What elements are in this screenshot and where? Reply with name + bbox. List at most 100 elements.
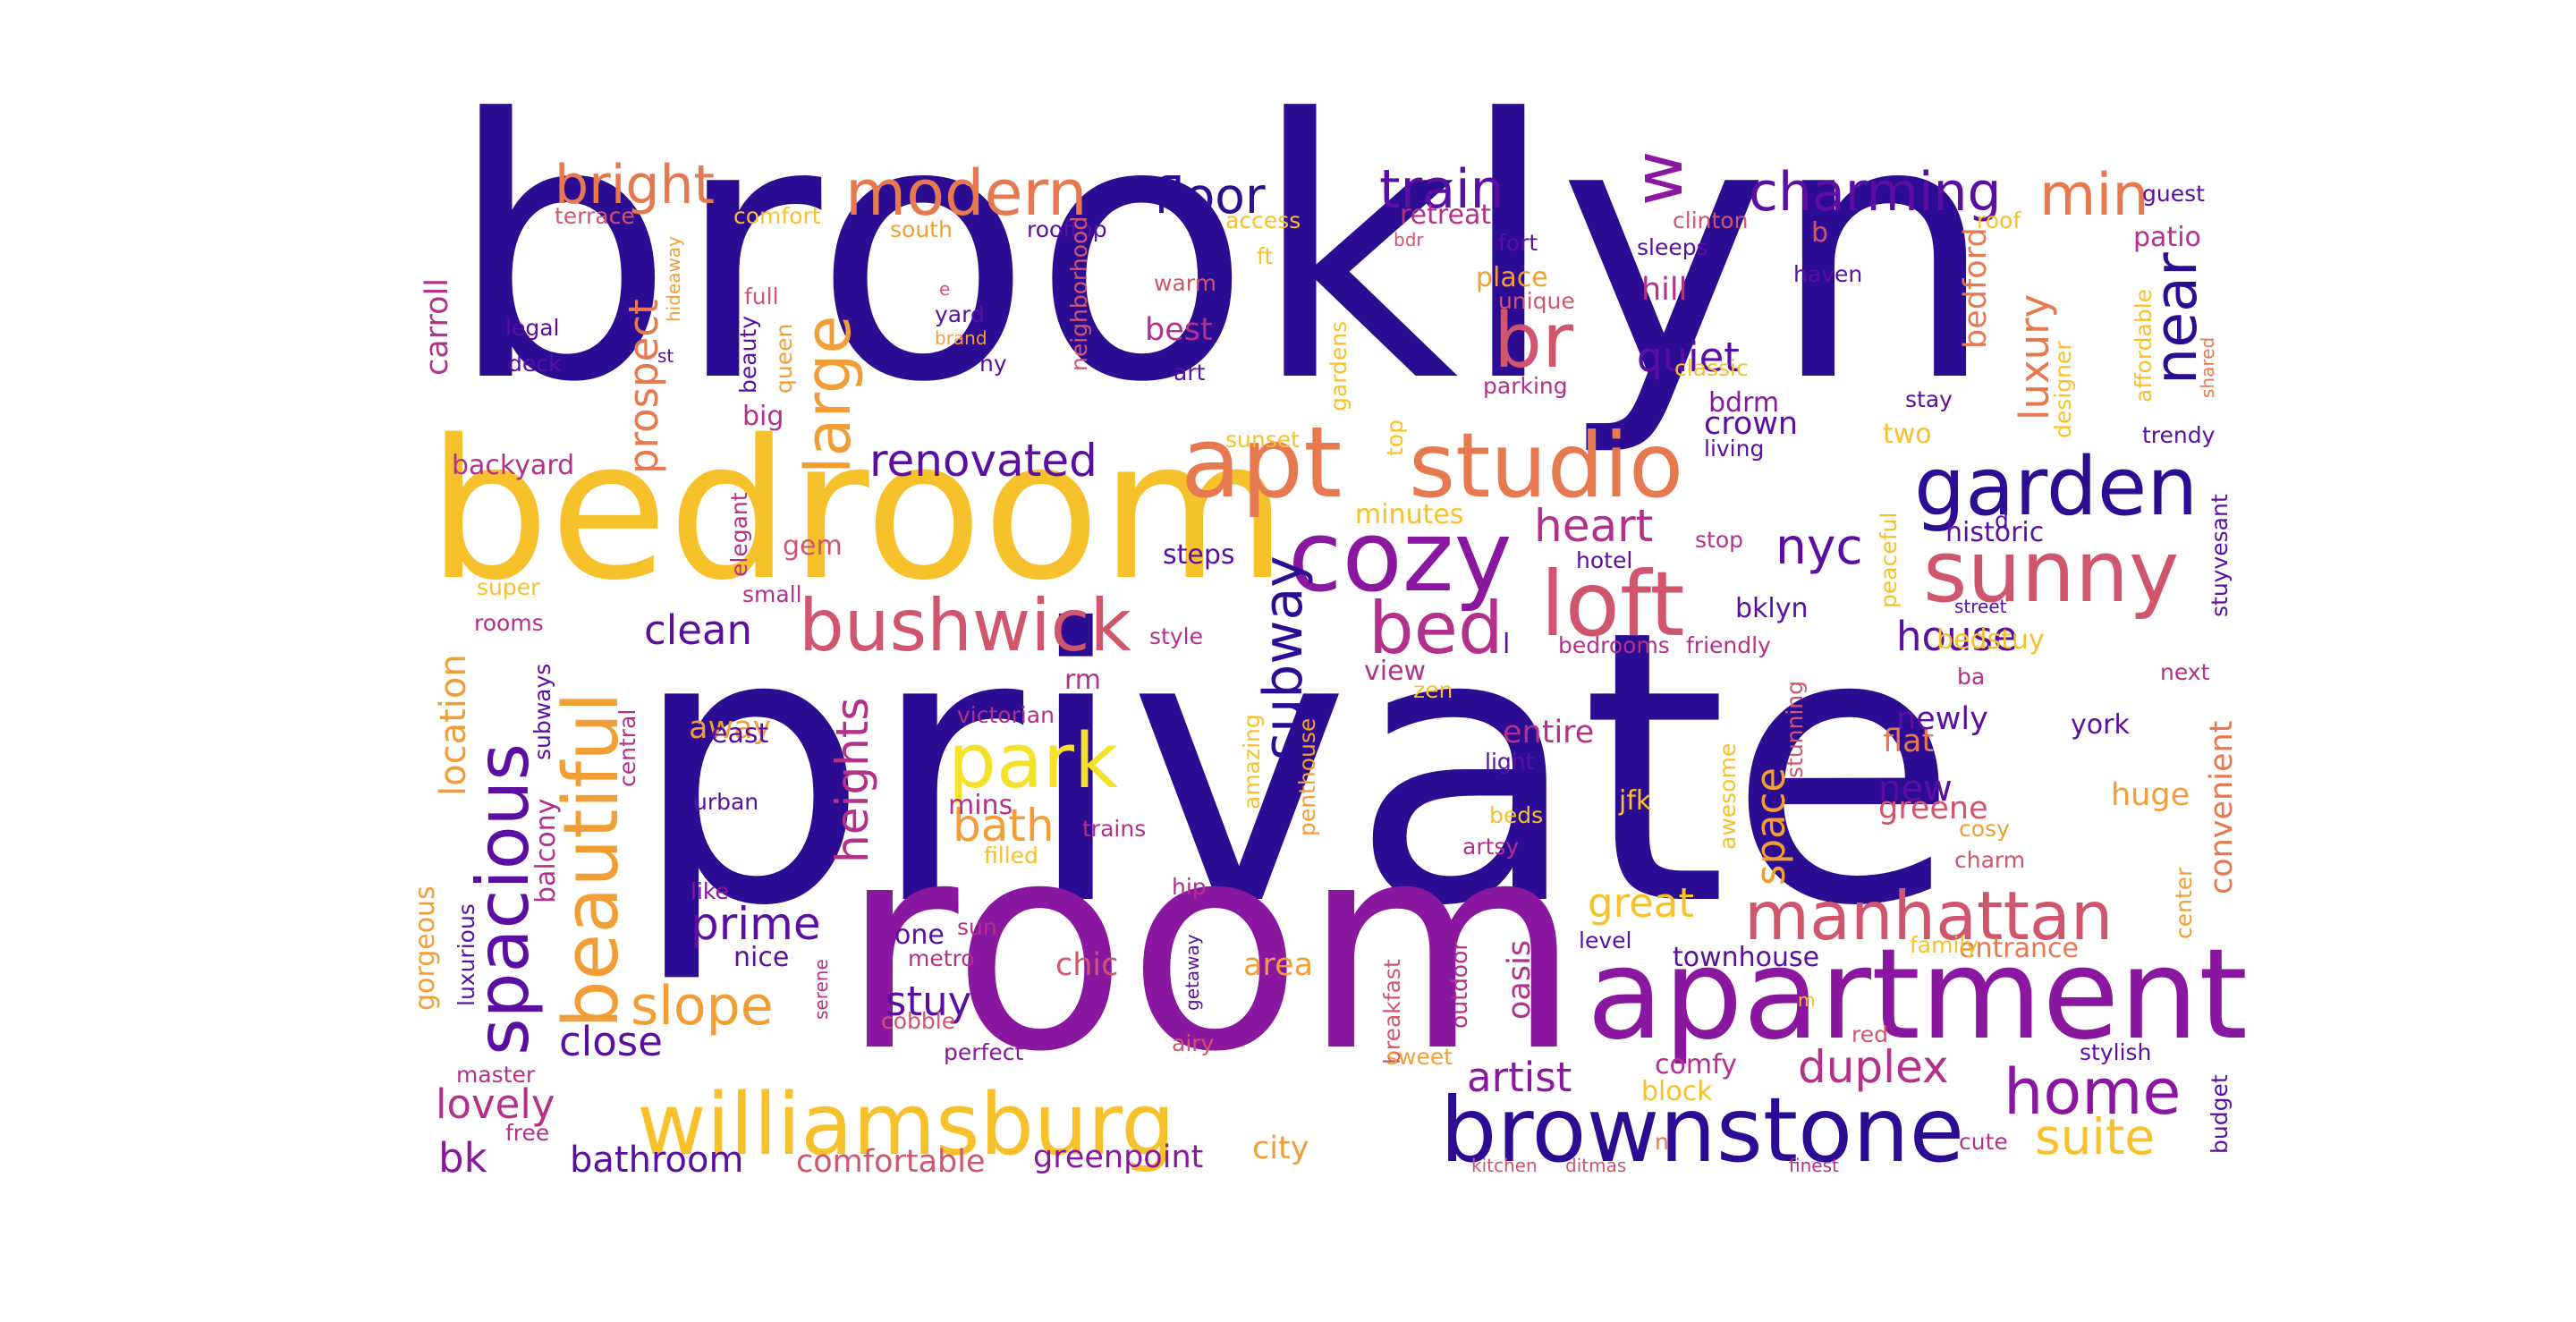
- word-family: family: [1910, 932, 1979, 958]
- word-small: small: [742, 581, 802, 607]
- word-ny: ny: [979, 351, 1007, 377]
- word-bath: bath: [953, 800, 1055, 852]
- word-deck: deck: [508, 351, 562, 377]
- word-terrace: terrace: [555, 203, 635, 229]
- word-yard: yard: [935, 301, 985, 327]
- word-huge: huge: [2111, 777, 2190, 813]
- word-nyc: nyc: [1775, 518, 1863, 575]
- word-spacious: spacious: [462, 743, 545, 1055]
- word-rooms: rooms: [474, 610, 544, 636]
- word-great: great: [1588, 879, 1694, 927]
- word-room: room: [841, 782, 1581, 1114]
- word-affordable: affordable: [2131, 289, 2157, 403]
- word-gorgeous: gorgeous: [410, 886, 441, 1011]
- word-place: place: [1476, 262, 1548, 293]
- word-ft: ft: [1257, 243, 1273, 269]
- word-clinton: clinton: [1673, 208, 1748, 233]
- word-rm: rm: [1064, 665, 1101, 696]
- word-access: access: [1225, 208, 1301, 233]
- word-lovely: lovely: [436, 1080, 555, 1128]
- word-free: free: [505, 1120, 549, 1146]
- word-home: home: [2004, 1055, 2181, 1129]
- word-victorian: victorian: [957, 702, 1055, 728]
- word-kitchen: kitchen: [1471, 1155, 1538, 1176]
- word-designer: designer: [2050, 341, 2076, 438]
- word-backyard: backyard: [452, 450, 574, 481]
- word-duplex: duplex: [1798, 1041, 1949, 1093]
- word-st: st: [657, 345, 674, 367]
- word-breakfast: breakfast: [1379, 959, 1405, 1064]
- word-chic: chic: [1055, 947, 1118, 983]
- word-block: block: [1641, 1076, 1713, 1107]
- word-hideaway: hideaway: [663, 236, 684, 322]
- word-living: living: [1704, 436, 1764, 462]
- word-greenpoint: greenpoint: [1033, 1140, 1203, 1175]
- word-studio: studio: [1409, 413, 1683, 518]
- word-garden: garden: [1914, 440, 2198, 534]
- word-haven: haven: [1793, 261, 1862, 287]
- word-carroll: carroll: [419, 278, 455, 376]
- word-patio: patio: [2133, 222, 2201, 253]
- word-hill: hill: [1641, 272, 1687, 308]
- word-best: best: [1145, 312, 1213, 348]
- word-jfk: jfk: [1618, 785, 1652, 817]
- word-private: private: [631, 551, 1959, 988]
- word-two: two: [1883, 419, 1932, 450]
- word-rooftop: rooftop: [1027, 216, 1107, 242]
- word-away: away: [689, 710, 771, 746]
- word-brand: brand: [935, 327, 987, 349]
- word-sunny: sunny: [1923, 523, 2179, 622]
- word-suite: suite: [2035, 1108, 2155, 1165]
- word-minutes: minutes: [1355, 499, 1463, 530]
- word-l: l: [1503, 629, 1510, 660]
- word-like: like: [691, 878, 729, 904]
- word-shared: shared: [2197, 337, 2218, 398]
- word-art: art: [1174, 360, 1206, 386]
- word-roof: roof: [1977, 208, 2021, 233]
- word-d: d: [1995, 507, 2009, 533]
- word-retreat: retreat: [1400, 199, 1491, 231]
- word-classic: classic: [1674, 355, 1749, 381]
- word-ba: ba: [1957, 664, 1985, 690]
- word-close: close: [559, 1018, 663, 1065]
- word-city: city: [1252, 1131, 1309, 1166]
- word-prospect: prospect: [620, 299, 667, 474]
- word-stunning: stunning: [1782, 681, 1808, 778]
- word-beds: beds: [1489, 802, 1543, 828]
- word-flat: flat: [1883, 724, 1934, 759]
- word-metro: metro: [908, 945, 975, 971]
- word-subway: subway: [1252, 555, 1315, 760]
- word-trendy: trendy: [2142, 422, 2216, 448]
- word-elegant: elegant: [726, 492, 752, 577]
- word-sleeps: sleeps: [1637, 234, 1708, 260]
- word-neighborhood: neighborhood: [1066, 216, 1092, 371]
- word-w: w: [1619, 151, 1698, 206]
- word-unique: unique: [1498, 288, 1575, 314]
- word-park: park: [948, 717, 1118, 806]
- word-hip: hip: [1172, 874, 1207, 900]
- word-nice: nice: [733, 942, 789, 973]
- word-m: m: [1798, 989, 1815, 1011]
- word-gem: gem: [783, 530, 843, 562]
- word-renovated: renovated: [869, 435, 1097, 487]
- word-entire: entire: [1503, 715, 1594, 750]
- word-parking: parking: [1483, 373, 1568, 399]
- word-b: b: [1811, 217, 1828, 249]
- word-location: location: [433, 654, 474, 796]
- word-williamsburg: williamsburg: [637, 1076, 1175, 1174]
- word-min: min: [2039, 162, 2149, 229]
- word-train: train: [1379, 158, 1504, 221]
- word-cobble: cobble: [881, 1008, 955, 1034]
- word-amazing: amazing: [1239, 714, 1265, 809]
- word-guest: guest: [2142, 181, 2205, 207]
- word-street: street: [1954, 596, 2007, 617]
- word-sunset: sunset: [1225, 427, 1300, 453]
- word-bathroom: bathroom: [570, 1140, 743, 1181]
- word-heights: heights: [826, 698, 878, 863]
- word-apt: apt: [1181, 405, 1342, 520]
- word-manhattan: manhattan: [1744, 877, 2113, 955]
- word-beautiful: beautiful: [547, 691, 636, 1029]
- word-townhouse: townhouse: [1673, 942, 1819, 973]
- word-bright: bright: [555, 154, 715, 216]
